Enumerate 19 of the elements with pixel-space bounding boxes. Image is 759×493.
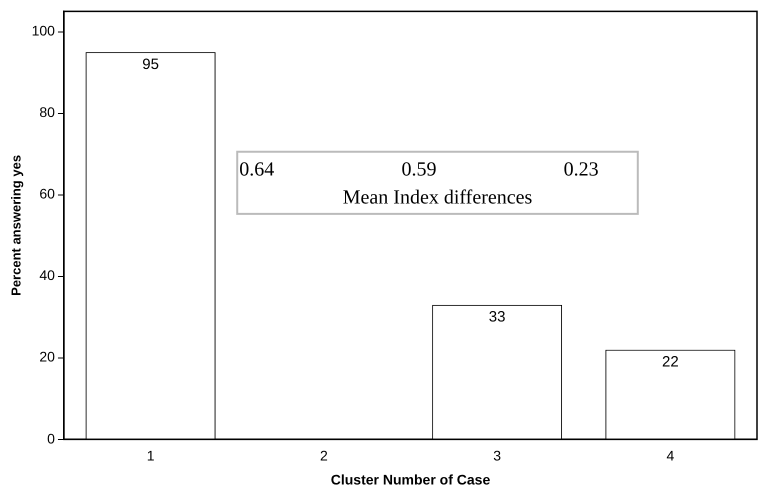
x-tick-label: 1 — [146, 448, 155, 464]
y-tick-label: 100 — [32, 22, 56, 39]
annotation: Mean Index differences — [342, 186, 532, 209]
data-label: 22 — [662, 353, 679, 370]
y-tick-label: 60 — [39, 186, 56, 202]
annotation: 0.23 — [564, 158, 599, 181]
data-label: 95 — [142, 56, 159, 73]
y-tick-label: 40 — [39, 267, 56, 284]
annotation: 0.64 — [239, 158, 274, 181]
y-axis-title: Percent answering yes — [8, 154, 24, 296]
y-tick-label: 0 — [47, 430, 56, 446]
annotation: 0.59 — [401, 158, 436, 181]
x-axis-title: Cluster Number of Case — [330, 471, 490, 488]
y-tick-label: 80 — [39, 104, 56, 120]
x-tick-label: 3 — [493, 448, 502, 464]
data-label: 33 — [488, 308, 506, 326]
x-tick-label: 2 — [320, 448, 328, 464]
y-tick-label: 20 — [39, 348, 56, 365]
x-tick-label: 4 — [666, 448, 674, 464]
